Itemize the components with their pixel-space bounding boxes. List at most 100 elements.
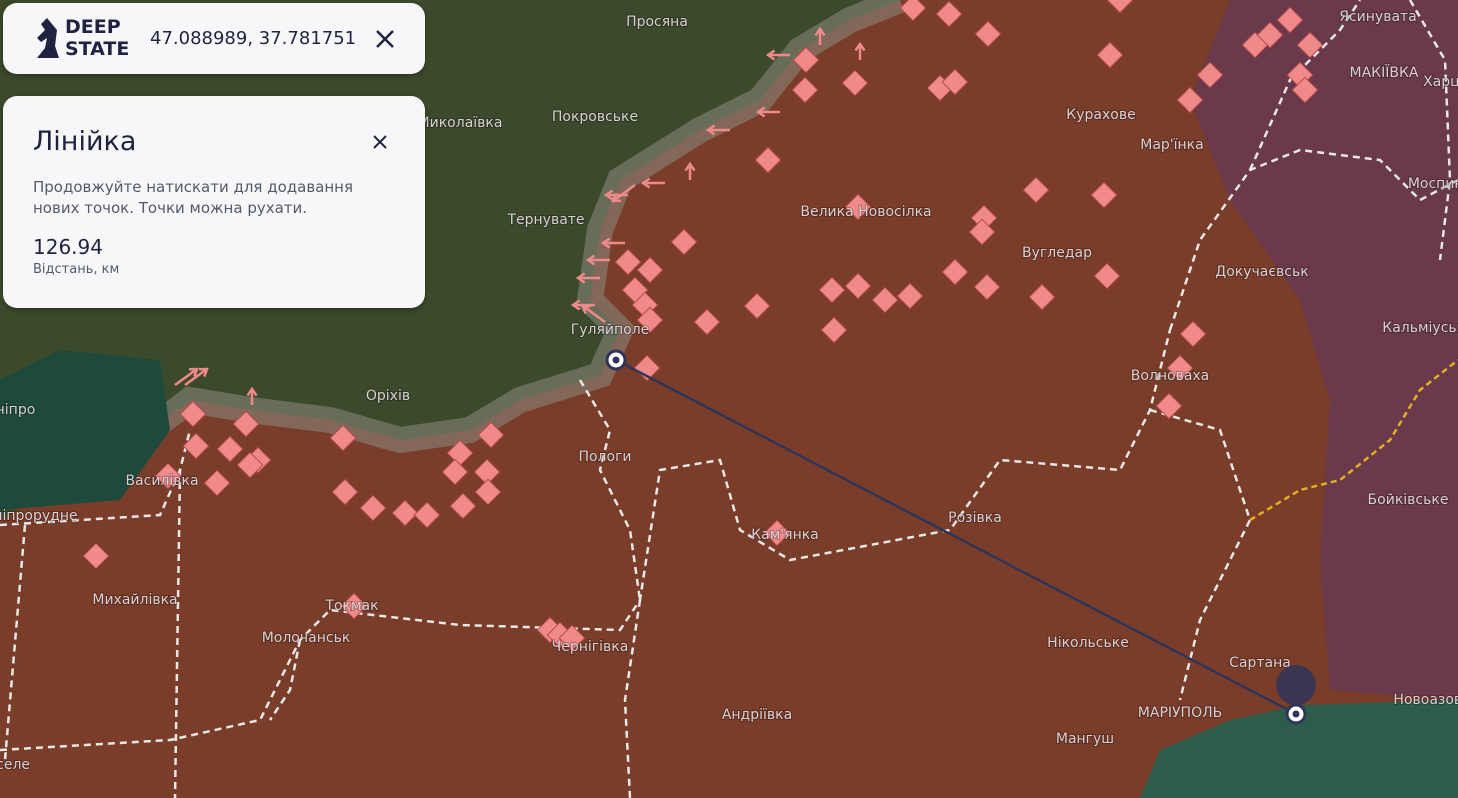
border-line [1249, 359, 1458, 522]
ruler-hint: Продовжуйте натискати для додавання нови… [33, 178, 354, 217]
logo-bottom: STATE [65, 38, 130, 60]
unit-marker [1155, 392, 1183, 420]
unit-marker [474, 478, 502, 506]
close-button[interactable] [372, 134, 388, 150]
unit-marker [413, 501, 441, 529]
unit-marker [820, 316, 848, 344]
attack-arrow-head [581, 304, 592, 314]
header-panel: DEEP STATE 47.088989, 37.781751 [3, 3, 425, 74]
place-label: Нікольське [1047, 635, 1129, 651]
ruler-points[interactable] [605, 349, 1307, 725]
ruler-point-dot [1292, 710, 1300, 718]
unit-marker [973, 273, 1001, 301]
unit-marker [82, 542, 110, 570]
unit-marker [449, 492, 477, 520]
ruler-title: Лінійка [33, 126, 137, 157]
unit-marker [974, 20, 1002, 48]
place-label: Гуляйполе [571, 322, 650, 338]
distance-label: Відстань, км [33, 262, 120, 277]
unit-marker [1166, 354, 1194, 382]
attack-arrow-head [814, 26, 826, 37]
attack-arrow-head [600, 237, 611, 249]
unit-marker [935, 0, 963, 28]
attack-arrow-head [705, 124, 716, 136]
unit-marker [841, 69, 869, 97]
place-label: Дніпро [0, 402, 35, 418]
unit-marker [558, 624, 586, 652]
unit-marker [896, 282, 924, 310]
close-button[interactable] [375, 29, 395, 49]
place-label: Кальміуське [1382, 320, 1458, 336]
unit-marker [754, 146, 782, 174]
attack-arrow-head [854, 41, 866, 52]
place-label: Докучаєвськ [1215, 264, 1308, 280]
unit-marker [1090, 181, 1118, 209]
unit-marker [1106, 0, 1134, 14]
place-label: Покровське [552, 109, 638, 125]
unit-marker [1028, 283, 1056, 311]
place-label: Мар'їнка [1140, 137, 1203, 153]
place-label: Василівка [125, 473, 198, 489]
unit-marker [844, 193, 872, 221]
attack-arrow [174, 367, 198, 387]
unit-marker [1176, 86, 1204, 114]
unit-marker [473, 458, 501, 486]
unit-marker [791, 76, 819, 104]
grey-zone [142, 0, 905, 454]
place-label: Кам'янка [751, 527, 819, 543]
distance-value: 126.94 [33, 235, 103, 259]
place-label: Вугледар [1022, 245, 1092, 261]
unit-marker [331, 478, 359, 506]
place-label: Велика Новосілка [800, 204, 931, 220]
unit-marker [391, 499, 419, 527]
attack-arrow-head [585, 254, 596, 266]
attack-arrow-head [765, 49, 776, 61]
unit-marker [968, 218, 996, 246]
unit-marker [1256, 21, 1284, 49]
unit-marker [636, 306, 664, 334]
attack-arrow-head [188, 367, 199, 377]
place-label: Михайлівка [92, 592, 177, 608]
place-label: Бойківське [1368, 492, 1449, 508]
attack-arrow [612, 183, 636, 203]
attack-arrow-head [575, 272, 586, 284]
place-label: Мангуш [1056, 731, 1114, 747]
attack-arrow-head [603, 189, 614, 201]
unit-marker [203, 469, 231, 497]
unit-marker [1022, 176, 1050, 204]
unit-marker [1296, 31, 1324, 59]
ruler-panel: Лінійка Продовжуйте натискати для додава… [3, 96, 425, 308]
unit-marker [359, 494, 387, 522]
unit-marker [236, 451, 264, 479]
place-label: Оріхів [366, 388, 410, 404]
place-label: МАКІЇВКА [1350, 63, 1419, 81]
unit-marker [636, 256, 664, 284]
unit-marker [941, 68, 969, 96]
unit-marker [614, 248, 642, 276]
ruler-point-dot [612, 356, 620, 364]
coordinates: 47.088989, 37.781751 [150, 28, 357, 49]
place-label: Просяна [626, 14, 688, 30]
unit-marker [329, 424, 357, 452]
unit-marker [340, 592, 368, 620]
attack-arrow-head [640, 177, 651, 189]
logo-text: DEEP STATE [65, 16, 129, 60]
unit-marker [818, 276, 846, 304]
place-label: Розівка [948, 510, 1002, 526]
place-label: Молочанськ [262, 630, 351, 646]
unit-marker [1196, 61, 1224, 89]
logo-top: DEEP [65, 16, 121, 38]
attack-arrow [184, 367, 208, 387]
unit-marker [154, 462, 182, 490]
place-label: МАРІУПОЛЬ [1138, 705, 1222, 721]
place-label: Харцизьк [1423, 74, 1458, 90]
place-label: Тернувате [506, 212, 584, 228]
unit-marker [693, 308, 721, 336]
unit-marker [179, 400, 207, 428]
place-label: Токмак [324, 598, 378, 614]
unit-marker [792, 46, 820, 74]
place-label: Новоазовськ [1393, 692, 1458, 708]
